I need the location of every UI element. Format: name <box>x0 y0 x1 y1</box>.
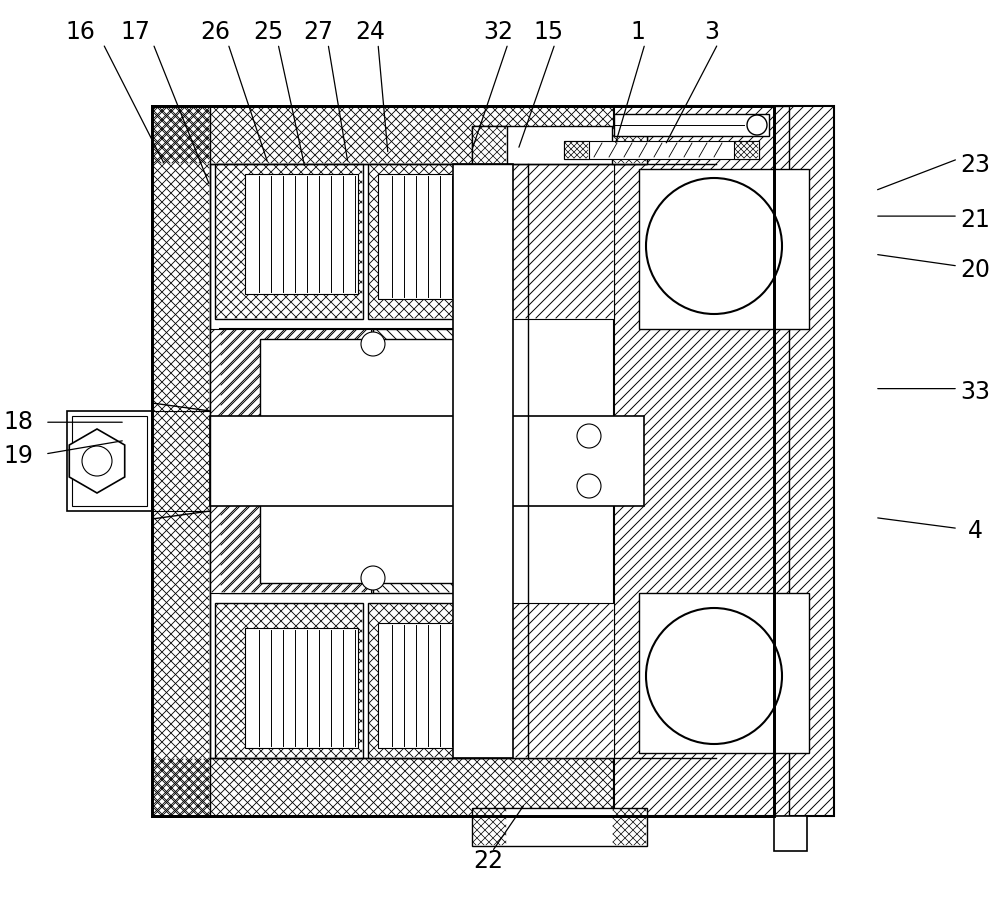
Circle shape <box>747 115 767 135</box>
Text: 25: 25 <box>253 20 283 44</box>
Bar <box>472 126 507 164</box>
Text: 22: 22 <box>473 849 503 873</box>
Bar <box>210 329 371 593</box>
Bar <box>472 808 647 846</box>
Bar <box>220 329 373 593</box>
Circle shape <box>82 446 112 476</box>
Bar <box>260 339 458 583</box>
Bar <box>564 141 589 159</box>
Bar <box>483 603 614 758</box>
Text: 19: 19 <box>3 444 33 468</box>
Bar <box>378 623 473 748</box>
Bar <box>373 329 498 593</box>
Text: 33: 33 <box>960 380 990 404</box>
Bar <box>614 114 769 136</box>
Bar <box>472 126 647 164</box>
Bar <box>639 593 809 753</box>
Bar <box>152 106 774 816</box>
Bar <box>734 141 759 159</box>
Circle shape <box>361 332 385 356</box>
Text: 1: 1 <box>631 20 645 44</box>
Bar <box>245 628 358 748</box>
Bar <box>564 141 759 159</box>
Circle shape <box>646 178 782 314</box>
Text: 21: 21 <box>960 208 990 232</box>
Bar <box>152 758 774 816</box>
Bar <box>152 106 774 816</box>
Text: 32: 32 <box>483 20 513 44</box>
Circle shape <box>577 474 601 498</box>
Circle shape <box>577 424 601 448</box>
Bar <box>152 106 210 816</box>
Text: 16: 16 <box>65 20 95 44</box>
Bar <box>453 164 513 758</box>
Circle shape <box>361 566 385 590</box>
Bar <box>210 416 644 506</box>
Bar <box>774 816 807 851</box>
Text: 17: 17 <box>120 20 150 44</box>
Text: 15: 15 <box>533 20 563 44</box>
Bar <box>368 164 483 319</box>
Text: 4: 4 <box>968 519 982 543</box>
Circle shape <box>646 608 782 744</box>
Bar <box>152 106 774 816</box>
Polygon shape <box>69 429 125 493</box>
Text: 24: 24 <box>355 20 385 44</box>
Text: 27: 27 <box>303 20 333 44</box>
Bar <box>245 174 358 294</box>
Bar <box>483 164 614 319</box>
Bar <box>368 603 483 758</box>
Bar <box>378 174 473 299</box>
Text: 20: 20 <box>960 258 990 281</box>
Text: 3: 3 <box>704 20 720 44</box>
Text: 26: 26 <box>200 20 230 44</box>
Bar <box>612 126 647 164</box>
Bar <box>774 106 789 816</box>
Bar <box>152 106 774 164</box>
Bar <box>72 416 147 506</box>
Bar <box>639 169 809 329</box>
Bar <box>220 329 498 593</box>
Text: 23: 23 <box>960 153 990 177</box>
Text: 18: 18 <box>3 410 33 434</box>
Bar <box>215 603 363 758</box>
Bar <box>614 106 834 816</box>
Bar <box>67 411 152 511</box>
Bar <box>215 164 363 319</box>
